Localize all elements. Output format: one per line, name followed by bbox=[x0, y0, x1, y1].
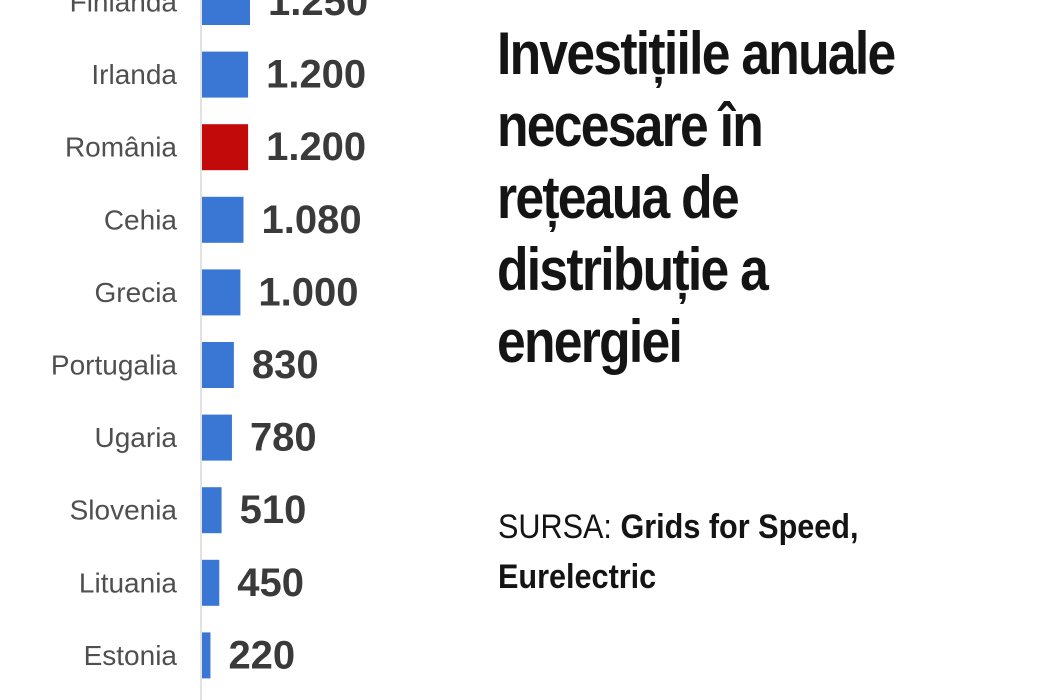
bar bbox=[202, 487, 222, 534]
value-label: 510 bbox=[240, 488, 307, 532]
value-label: 1.200 bbox=[266, 125, 366, 169]
bar bbox=[202, 342, 234, 388]
category-label: Portugalia bbox=[51, 350, 178, 381]
bar bbox=[202, 196, 244, 243]
category-label: Lituania bbox=[79, 567, 178, 598]
value-label: 1.250 bbox=[268, 0, 368, 24]
bar bbox=[202, 124, 249, 171]
source-text: Grids for Speed, Eurelectric bbox=[498, 508, 859, 596]
source-prefix: SURSA: bbox=[498, 508, 612, 546]
source-note: SURSA: Grids for Speed, Eurelectric bbox=[498, 502, 966, 602]
value-label: 220 bbox=[228, 633, 295, 677]
category-label: Cehia bbox=[104, 204, 178, 235]
category-label: Estonia bbox=[84, 640, 178, 671]
bar-chart: Finlanda 1.250 Irlanda 1.200 România 1.200 Ceh… bbox=[51, 0, 368, 700]
value-label: 780 bbox=[250, 416, 317, 460]
category-label: România bbox=[65, 132, 177, 163]
category-label: Ugaria bbox=[95, 422, 178, 453]
category-label: Slovenia bbox=[70, 495, 178, 526]
chart-title: Investițiile anuale necesare în rețeaua … bbox=[497, 20, 896, 375]
bar bbox=[202, 269, 241, 316]
category-label: Irlanda bbox=[91, 59, 177, 90]
bar bbox=[202, 632, 211, 679]
value-label: 450 bbox=[237, 561, 304, 605]
bar bbox=[202, 51, 249, 98]
bar bbox=[202, 0, 250, 25]
bar bbox=[202, 559, 220, 606]
value-label: 1.080 bbox=[261, 198, 361, 242]
category-label: Finlanda bbox=[70, 0, 178, 18]
value-label: 1.200 bbox=[266, 53, 366, 97]
value-label: 1.000 bbox=[258, 270, 358, 314]
bar bbox=[202, 414, 232, 461]
category-label: Grecia bbox=[95, 277, 178, 308]
value-label: 830 bbox=[252, 343, 319, 387]
